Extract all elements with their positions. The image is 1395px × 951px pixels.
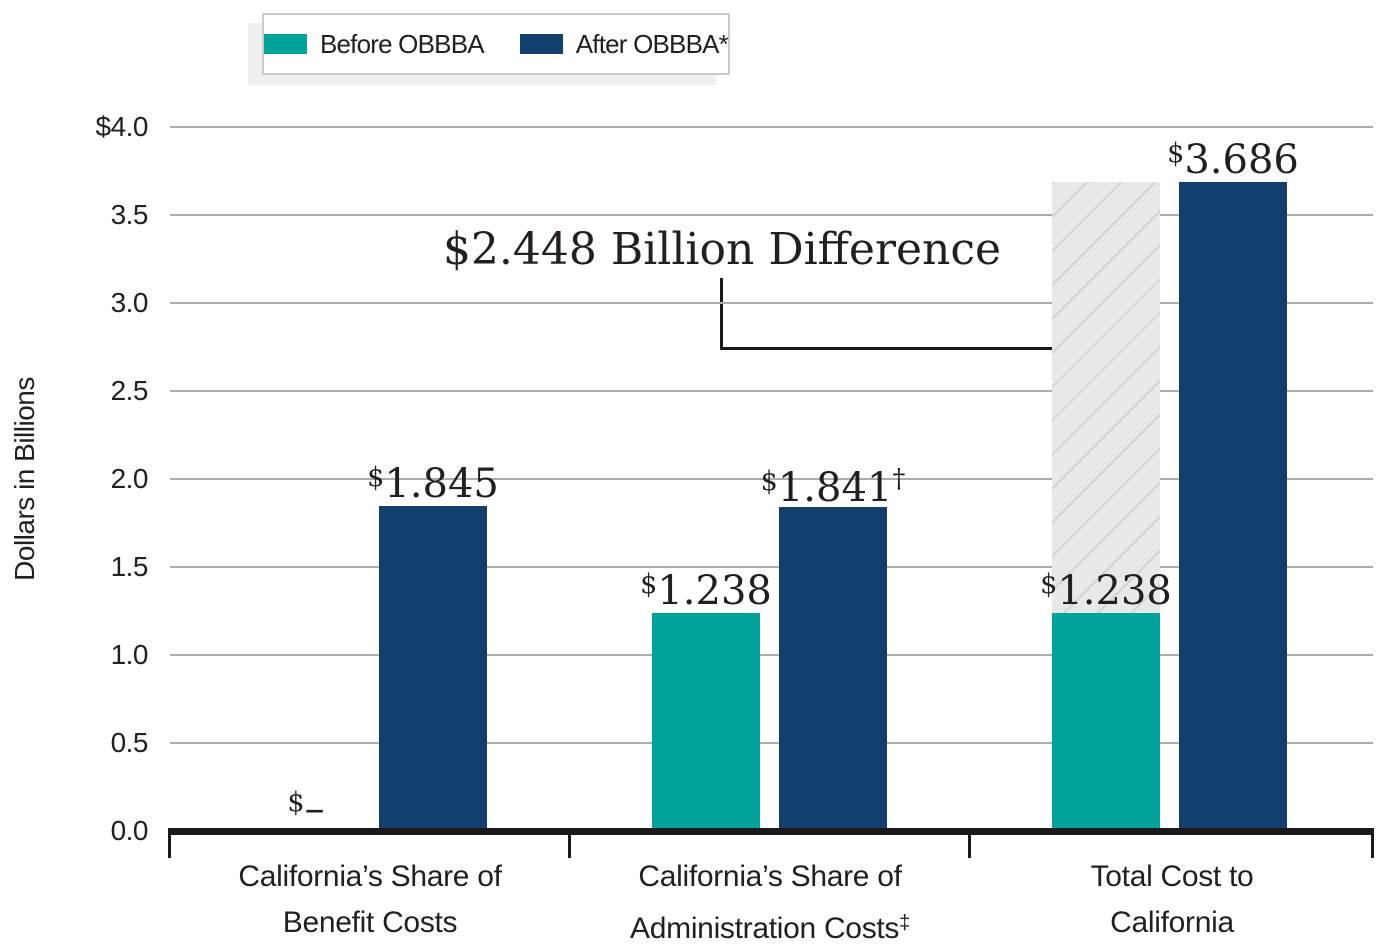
y-axis-tick-label: 1.0 bbox=[110, 639, 149, 670]
bar-before-obbba-group3 bbox=[1052, 613, 1160, 831]
gridline bbox=[170, 654, 1373, 656]
gridline bbox=[170, 126, 1373, 128]
annotation-connector-vertical bbox=[720, 278, 723, 348]
value-label: $1.845 bbox=[367, 461, 499, 507]
legend-swatch-before-obbba bbox=[264, 34, 307, 54]
footnote-marker: ‡ bbox=[899, 912, 910, 934]
currency-symbol: $ bbox=[1040, 569, 1058, 600]
difference-annotation-label: $2.448 Billion Difference bbox=[442, 224, 1002, 275]
y-axis-tick-label: 2.5 bbox=[110, 375, 149, 406]
bar-before-obbba-group2 bbox=[652, 613, 760, 831]
legend-swatch-after-obbba bbox=[519, 34, 563, 54]
bar-after-obbba-group1 bbox=[379, 506, 487, 831]
x-axis-tick bbox=[1371, 828, 1374, 858]
annotation-connector-horizontal bbox=[720, 347, 1107, 350]
gridline bbox=[170, 390, 1373, 392]
difference-hatched-region bbox=[1052, 182, 1160, 613]
category-label: Total Cost to California bbox=[1090, 860, 1254, 939]
x-axis-baseline bbox=[168, 828, 1374, 835]
legend: Before OBBBA After OBBBA* bbox=[262, 13, 730, 75]
x-axis-tick bbox=[168, 828, 171, 858]
gridline bbox=[170, 302, 1373, 304]
y-axis-tick-label: $4.0 bbox=[95, 111, 149, 142]
gridline bbox=[170, 214, 1373, 216]
y-axis-tick-label: 0.0 bbox=[110, 815, 149, 846]
gridline bbox=[170, 742, 1373, 744]
value-label: $1.238 bbox=[640, 568, 772, 614]
footnote-marker: † bbox=[892, 464, 906, 494]
y-axis-tick-label: 0.5 bbox=[110, 727, 149, 758]
currency-symbol: $ bbox=[1167, 138, 1185, 169]
category-label: California’s Share of Administration Cost… bbox=[630, 860, 910, 945]
gridline bbox=[170, 566, 1373, 568]
bar-after-obbba-group2 bbox=[779, 507, 887, 831]
legend-label-before-obbba: Before OBBBA bbox=[319, 28, 485, 59]
value-label: $3.686 bbox=[1167, 137, 1299, 183]
currency-symbol: $ bbox=[760, 466, 778, 497]
gridline bbox=[170, 478, 1373, 480]
value-label: $1.238 bbox=[1040, 568, 1172, 614]
value-label: $– bbox=[287, 786, 325, 832]
currency-symbol: $ bbox=[287, 787, 305, 818]
legend-label-after-obbba: After OBBBA* bbox=[575, 28, 729, 59]
currency-symbol: $ bbox=[367, 462, 385, 493]
y-axis-tick-label: 3.5 bbox=[110, 199, 149, 230]
category-label: California’s Share of Benefit Costs bbox=[238, 860, 502, 939]
y-axis-tick-label: 2.0 bbox=[110, 463, 149, 494]
value-label: $1.841† bbox=[760, 464, 906, 511]
y-axis-tick-label: 3.0 bbox=[110, 287, 149, 318]
bar-after-obbba-group3 bbox=[1179, 182, 1287, 831]
currency-symbol: $ bbox=[640, 569, 658, 600]
x-axis-tick bbox=[968, 828, 971, 858]
y-axis-tick-label: 1.5 bbox=[110, 551, 149, 582]
x-axis-tick bbox=[568, 828, 571, 858]
